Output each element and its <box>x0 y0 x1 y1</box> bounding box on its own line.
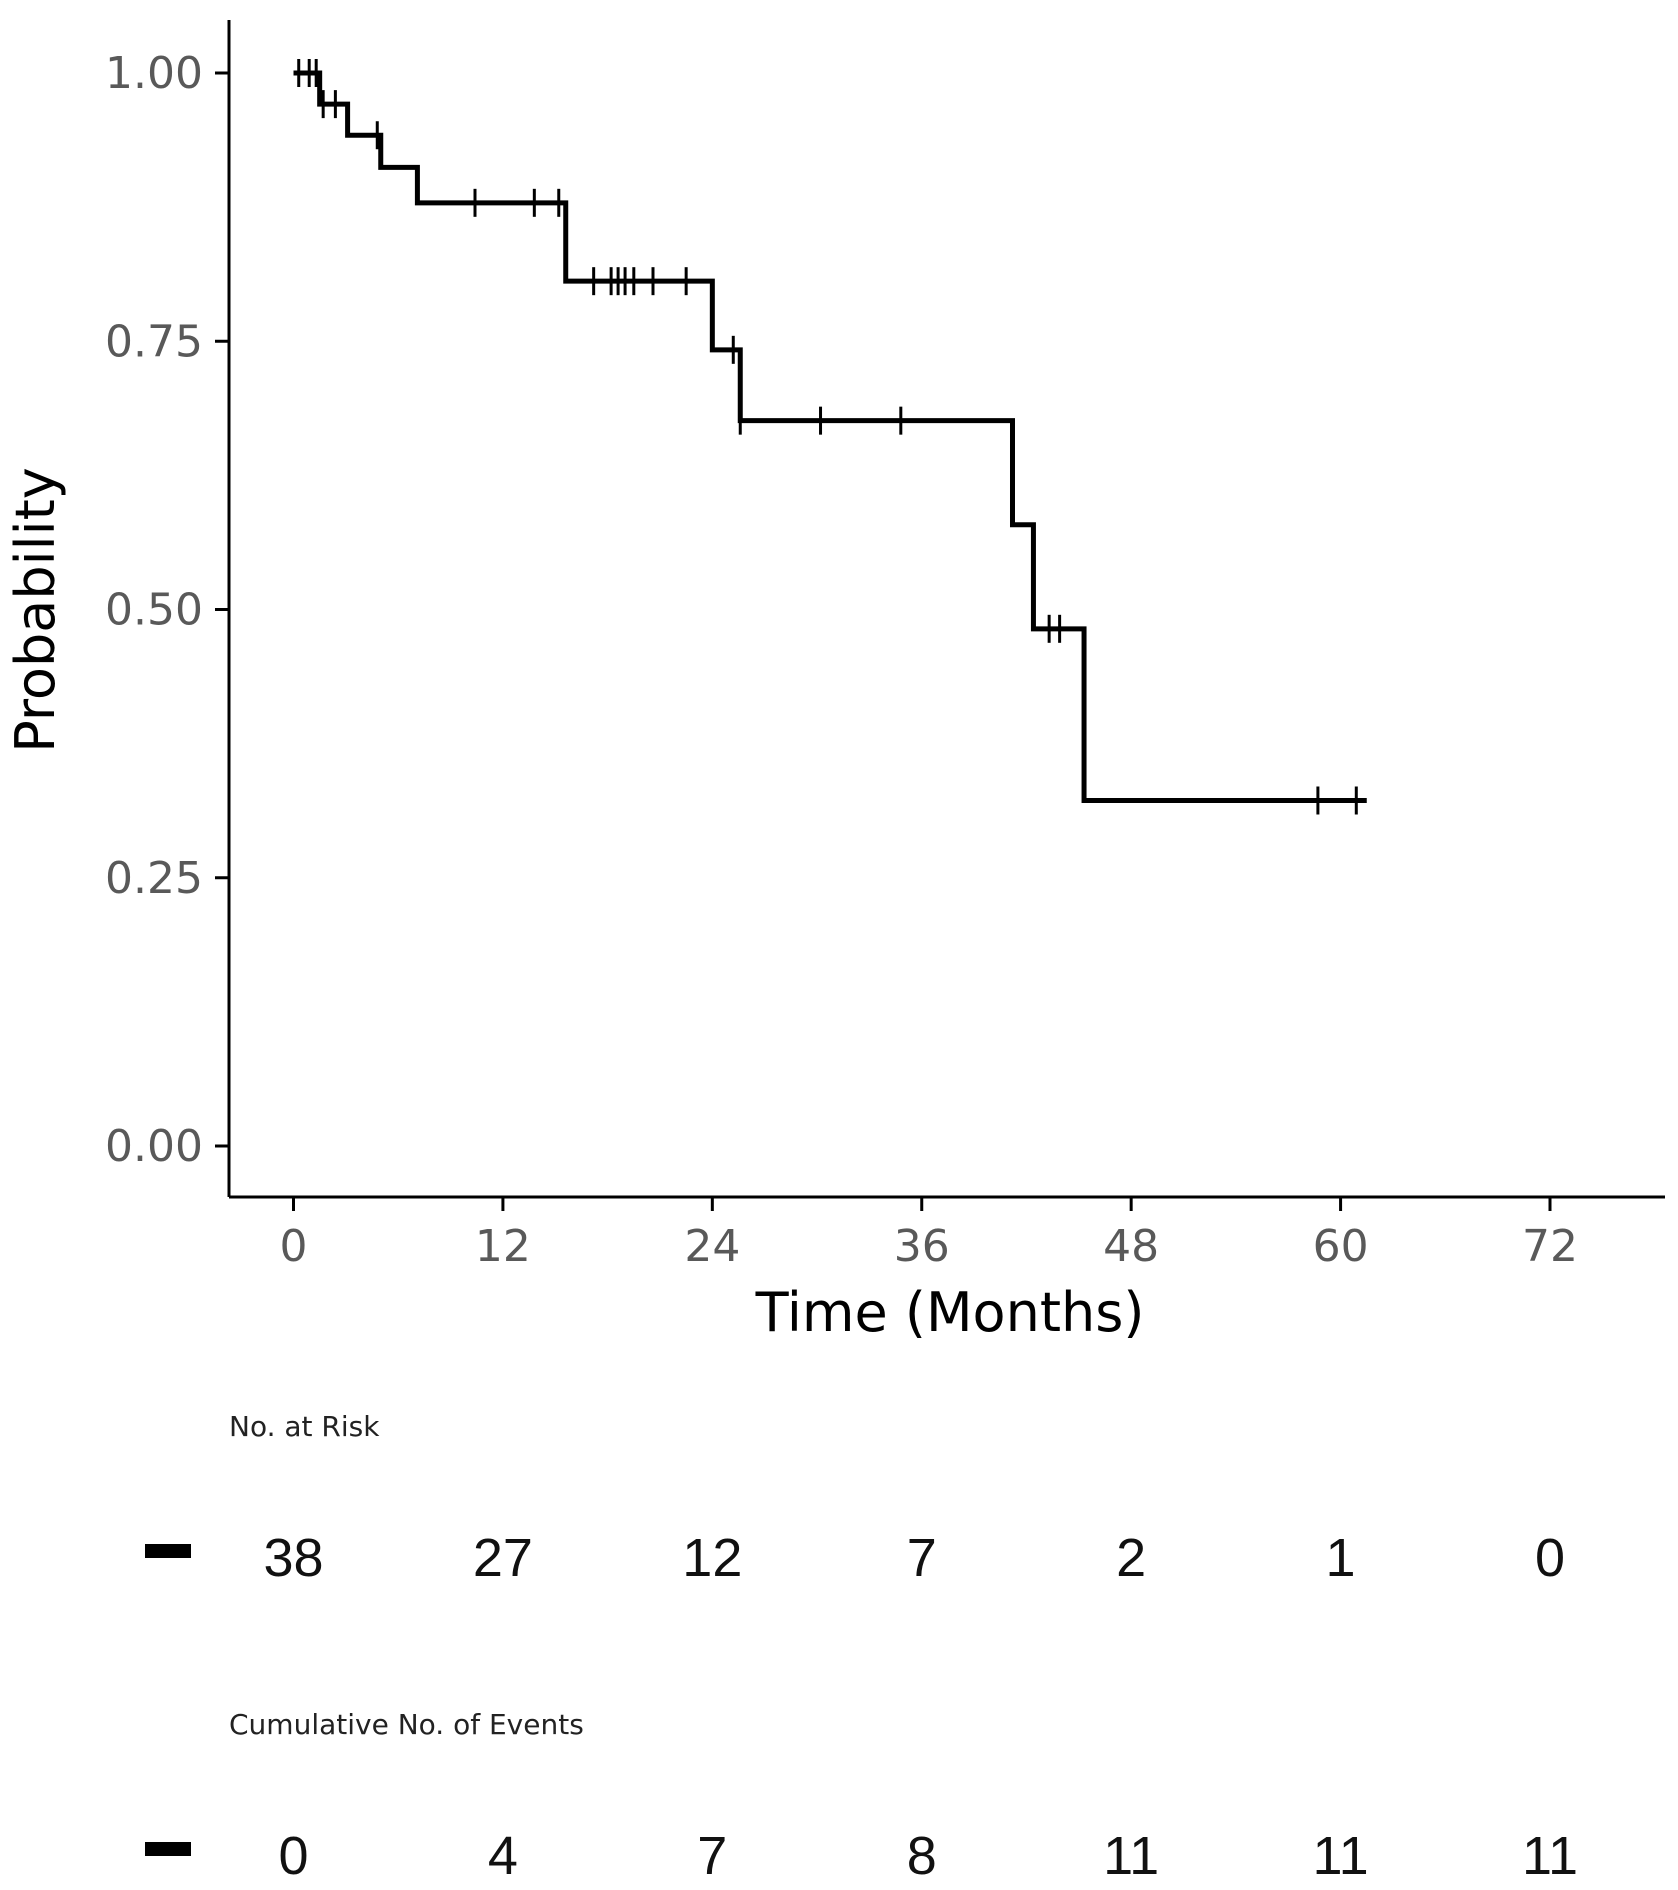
x-tick-label: 36 <box>894 1221 950 1272</box>
at-risk-value: 12 <box>682 1528 742 1588</box>
y-axis-title: Probability <box>4 467 67 752</box>
at-risk-value: 27 <box>473 1528 533 1588</box>
x-tick-label: 72 <box>1522 1221 1578 1272</box>
at-risk-value: 0 <box>1535 1528 1565 1588</box>
at-risk-value: 2 <box>1116 1528 1146 1588</box>
x-tick-label: 12 <box>475 1221 531 1272</box>
at-risk-value: 7 <box>907 1528 937 1588</box>
survival-curve-line <box>293 70 1367 803</box>
x-axis-title: Time (Months) <box>755 1281 1145 1344</box>
y-tick-label: 0.25 <box>105 853 203 904</box>
events-value: 7 <box>697 1826 727 1886</box>
survival-series <box>293 59 1367 815</box>
y-axis: 0.00 0.25 0.50 0.75 1.00 <box>105 20 231 1197</box>
events-value: 11 <box>1522 1826 1578 1886</box>
at-risk-row: 38 27 12 7 2 1 0 <box>263 1528 1565 1588</box>
y-tick-label: 0.00 <box>105 1121 203 1172</box>
events-value: 11 <box>1103 1826 1159 1886</box>
events-title: Cumulative No. of Events <box>229 1708 584 1741</box>
at-risk-value: 1 <box>1326 1528 1356 1588</box>
y-tick-label: 0.50 <box>105 585 203 636</box>
events-row: 0 4 7 8 11 11 11 <box>278 1826 1578 1886</box>
events-value: 0 <box>278 1826 308 1886</box>
x-tick-label: 24 <box>684 1221 740 1272</box>
events-strata-key <box>145 1842 191 1856</box>
x-tick-label: 60 <box>1313 1221 1369 1272</box>
y-tick-label: 0.75 <box>105 316 203 367</box>
y-tick-label: 1.00 <box>105 48 203 99</box>
events-value: 8 <box>907 1826 937 1886</box>
at-risk-title: No. at Risk <box>229 1410 380 1443</box>
x-tick-label: 0 <box>280 1221 308 1272</box>
x-axis: 0 12 24 36 48 60 72 <box>229 1195 1665 1272</box>
at-risk-strata-key <box>145 1544 191 1558</box>
at-risk-value: 38 <box>263 1528 323 1588</box>
x-tick-label: 48 <box>1103 1221 1159 1272</box>
events-value: 11 <box>1313 1826 1369 1886</box>
events-value: 4 <box>488 1826 518 1886</box>
